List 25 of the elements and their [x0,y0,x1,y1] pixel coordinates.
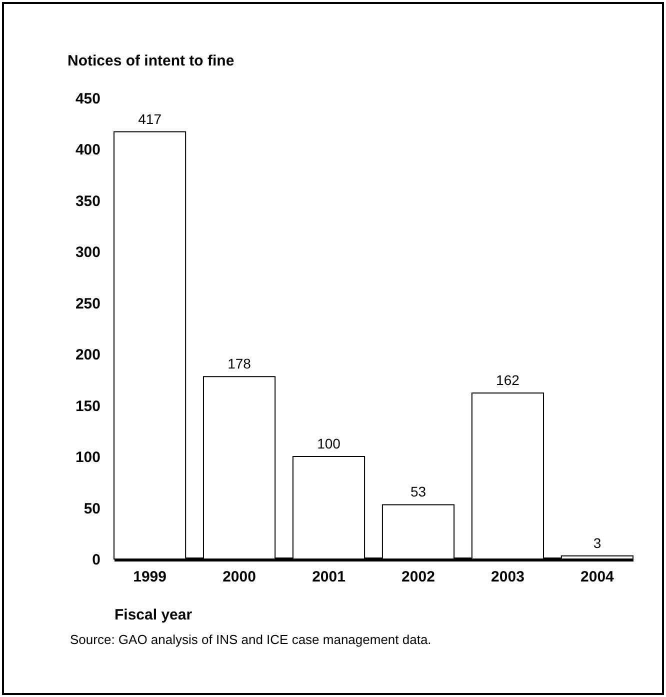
x-tick-label: 2000 [222,568,256,586]
y-tick-label: 400 [75,142,100,159]
x-axis-title: Fiscal year [114,606,192,624]
y-tick-label: 450 [75,90,100,108]
y-tick-label: 100 [75,449,100,466]
data-label: 3 [593,534,602,551]
y-tick-label: 150 [75,398,100,415]
x-tick-label: 2003 [491,568,524,586]
x-tick-label: 2004 [580,568,615,586]
data-label: 417 [138,110,162,127]
y-axis-title: Notices of intent to fine [68,52,234,70]
x-tick-label: 2001 [312,568,346,586]
data-label: 162 [496,372,520,388]
y-tick-label: 50 [84,500,100,518]
y-tick-label: 0 [92,552,100,568]
source-note: Source: GAO analysis of INS and ICE case management data. [70,632,432,647]
y-tick-label: 250 [75,295,100,312]
y-tick-label: 350 [75,192,100,210]
data-label: 53 [410,484,426,500]
x-tick-label: 2002 [402,568,435,586]
x-tick-label: 1999 [133,568,166,586]
data-label: 100 [317,436,341,452]
data-label: 178 [228,356,252,372]
y-tick-label: 300 [75,244,100,262]
y-tick-label: 200 [75,346,100,364]
